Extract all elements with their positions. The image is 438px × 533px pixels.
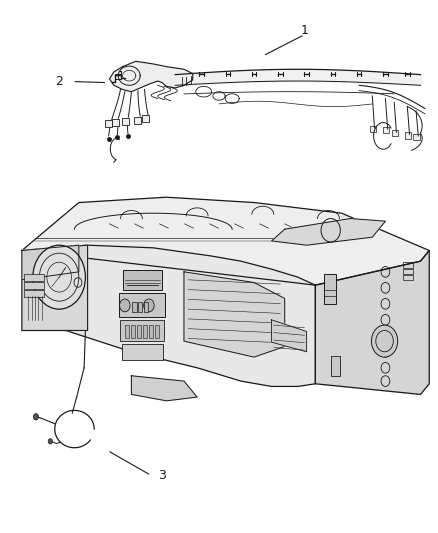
Bar <box>132 302 137 312</box>
Bar <box>105 120 112 127</box>
Bar <box>138 302 142 312</box>
Polygon shape <box>184 272 285 357</box>
Polygon shape <box>22 197 429 285</box>
Text: 1: 1 <box>300 25 308 37</box>
Circle shape <box>120 299 130 312</box>
Bar <box>392 130 398 136</box>
Polygon shape <box>272 320 307 352</box>
Circle shape <box>48 439 53 444</box>
Polygon shape <box>131 376 197 401</box>
Circle shape <box>371 325 398 357</box>
Bar <box>149 325 153 338</box>
Bar <box>122 344 163 360</box>
Bar <box>403 269 413 274</box>
Bar <box>155 325 159 338</box>
Bar <box>120 320 164 341</box>
Circle shape <box>33 245 85 309</box>
Bar <box>131 325 135 338</box>
Polygon shape <box>272 219 385 245</box>
Circle shape <box>33 414 39 420</box>
Bar <box>144 302 148 312</box>
Bar <box>125 325 129 338</box>
Polygon shape <box>22 245 315 386</box>
Bar <box>403 262 413 268</box>
Bar <box>413 134 420 140</box>
Bar <box>122 118 129 125</box>
Bar <box>383 127 389 133</box>
Bar <box>143 325 147 338</box>
Bar <box>115 74 121 79</box>
Circle shape <box>144 299 154 312</box>
Polygon shape <box>110 61 193 92</box>
Bar <box>405 132 411 139</box>
Polygon shape <box>22 245 88 330</box>
Text: 2: 2 <box>55 75 63 88</box>
Text: 3: 3 <box>158 469 166 482</box>
Bar <box>24 282 44 289</box>
Bar <box>112 119 119 126</box>
Bar <box>119 293 165 317</box>
Bar <box>24 290 44 297</box>
Polygon shape <box>315 251 429 394</box>
Bar <box>331 356 340 376</box>
Bar <box>123 270 162 290</box>
Bar <box>324 274 336 304</box>
Polygon shape <box>22 245 79 280</box>
Bar <box>137 325 141 338</box>
Bar <box>403 275 413 280</box>
Bar <box>134 117 141 124</box>
Bar <box>142 115 149 122</box>
Bar <box>370 126 376 132</box>
Bar <box>24 274 44 281</box>
